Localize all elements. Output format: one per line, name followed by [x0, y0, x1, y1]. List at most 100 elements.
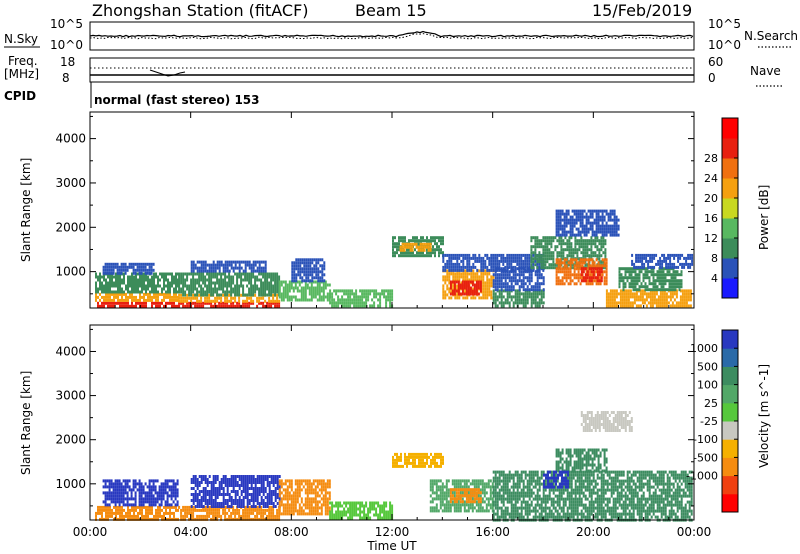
data-cell-2 [214, 514, 217, 518]
data-cell-21 [559, 215, 562, 219]
data-cell-13 [446, 269, 449, 273]
data-cell-2 [133, 275, 135, 279]
data-cell-6 [274, 284, 277, 288]
data-cell-1 [110, 497, 113, 501]
data-cell-24 [691, 256, 694, 260]
data-cell-9 [317, 279, 320, 283]
data-cell-3 [222, 493, 225, 496]
data-cell-17 [504, 273, 507, 277]
data-cell-3 [144, 271, 147, 275]
data-cell-23 [654, 288, 657, 292]
data-cell-3 [254, 493, 257, 496]
data-cell-16 [500, 292, 503, 296]
data-cell-2 [246, 514, 249, 518]
data-cell-1 [108, 491, 111, 495]
data-cell-13 [468, 272, 471, 276]
data-cell-21 [587, 215, 590, 219]
data-cell-15 [464, 265, 467, 269]
data-cell-11 [440, 248, 442, 252]
data-cell-7 [260, 266, 263, 270]
data-cell-2 [97, 290, 99, 294]
data-cell-3 [206, 490, 209, 493]
data-cell-3 [138, 268, 141, 272]
data-cell-22 [631, 304, 634, 308]
data-cell-1 [128, 485, 131, 489]
data-cell-1 [142, 485, 145, 489]
data-cell-1 [105, 292, 107, 296]
data-cell-16 [534, 295, 537, 299]
data-cell-21 [597, 230, 600, 234]
data-cell-4 [292, 506, 295, 510]
data-cell-4 [286, 503, 289, 507]
data-cell-10 [373, 289, 376, 293]
data-cell-11 [400, 236, 402, 240]
data-cell-3 [270, 493, 273, 496]
data-cell-1 [161, 298, 163, 302]
data-cell-14 [479, 286, 482, 290]
data-cell-2 [99, 284, 101, 288]
data-cell-1 [114, 494, 117, 498]
data-cell-19 [563, 270, 566, 274]
data-cell-5 [190, 299, 193, 303]
data-cell-7 [250, 263, 253, 267]
data-cell-8 [280, 298, 283, 302]
data-cell-0 [155, 304, 157, 308]
data-cell-3 [190, 481, 193, 484]
data-cell-12 [401, 242, 404, 246]
data-cell-15 [444, 253, 447, 257]
data-cell-21 [607, 212, 610, 216]
data-cell-24 [641, 259, 644, 263]
data-cell-9 [291, 273, 294, 277]
data-cell-13 [444, 293, 447, 297]
data-cell-17 [516, 273, 519, 277]
data-cell-23 [636, 273, 639, 277]
data-cell-0 [101, 514, 103, 518]
data-cell-1 [172, 485, 175, 489]
data-cell-22 [635, 295, 638, 299]
data-cell-10 [373, 295, 376, 299]
data-cell-2 [248, 514, 251, 518]
data-cell-9 [311, 267, 314, 271]
data-cell-3 [212, 493, 215, 496]
data-cell-17 [514, 267, 517, 271]
data-cell-3 [190, 499, 193, 502]
data-cell-1 [124, 482, 127, 486]
data-cell-8 [310, 289, 313, 293]
data-cell-22 [637, 295, 640, 299]
data-cell-1 [147, 298, 149, 302]
data-cell-2 [157, 275, 159, 279]
data-cell-18 [570, 251, 573, 255]
data-cell-19 [577, 279, 580, 283]
data-cell-1 [130, 494, 133, 498]
data-cell-6 [204, 281, 207, 285]
data-cell-9 [305, 267, 308, 271]
data-cell-17 [498, 285, 501, 289]
data-cell-24 [631, 253, 634, 257]
data-cell-19 [579, 261, 582, 265]
data-cell-21 [571, 224, 574, 228]
data-cell-19 [567, 282, 570, 286]
data-cell-4 [284, 506, 287, 510]
data-cell-10 [337, 304, 340, 308]
nave-tick-top: 60 [708, 55, 723, 69]
data-cell-11 [436, 242, 438, 246]
data-cell-9 [301, 267, 304, 271]
data-cell-3 [196, 478, 199, 481]
data-cell-6 [182, 275, 185, 279]
data-cell-22 [683, 304, 686, 308]
data-cell-23 [652, 273, 655, 277]
data-cell-0 [99, 304, 101, 308]
data-cell-1 [172, 488, 175, 492]
data-cell-2 [212, 511, 215, 515]
data-cell-2 [256, 508, 259, 512]
data-cell-21 [589, 227, 592, 231]
data-cell-23 [662, 282, 665, 286]
data-cell-3 [210, 505, 213, 508]
data-cell-6 [270, 287, 273, 291]
data-cell-23 [670, 279, 673, 283]
data-cell-13 [472, 287, 475, 291]
data-cell-17 [538, 270, 541, 274]
data-cell-3 [128, 262, 131, 266]
data-cell-10 [331, 304, 334, 308]
